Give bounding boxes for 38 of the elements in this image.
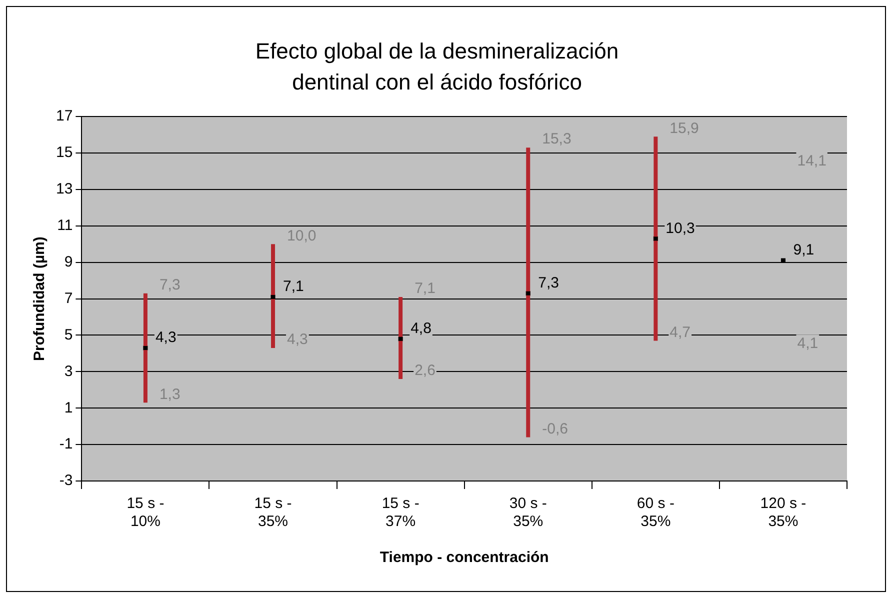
x-tick-label: 120 s - 35% bbox=[760, 495, 806, 530]
annotation: 15,3 bbox=[542, 130, 572, 148]
annotation: 4,3 bbox=[287, 331, 308, 348]
annotation: 7,3 bbox=[159, 276, 180, 294]
x-tick-label: 15 s - 37% bbox=[382, 495, 420, 530]
annotation: 7,1 bbox=[414, 280, 436, 298]
annotation: 4,7 bbox=[670, 324, 691, 341]
annotation: 14,1 bbox=[797, 152, 826, 170]
annotation: 10,0 bbox=[287, 227, 316, 244]
data-label: 4,8 bbox=[410, 320, 432, 338]
data-label: 7,1 bbox=[283, 278, 304, 296]
annotation: -0,6 bbox=[542, 420, 568, 438]
y-axis-title: Profundidad (µm) bbox=[31, 236, 48, 362]
data-label: 9,1 bbox=[793, 242, 814, 259]
y-tick-label: 9 bbox=[64, 254, 73, 270]
y-tick-label: -3 bbox=[59, 472, 73, 490]
x-tick-label: 60 s - 35% bbox=[636, 495, 674, 530]
annotation: 15,9 bbox=[670, 120, 699, 137]
x-tick-label: 15 s - 35% bbox=[254, 495, 292, 530]
y-tick-label: -1 bbox=[59, 436, 73, 453]
annotation: 1,3 bbox=[159, 386, 180, 403]
data-label: 7,3 bbox=[538, 274, 559, 292]
x-tick-label: 15 s - 10% bbox=[126, 495, 164, 530]
y-tick-label: 17 bbox=[56, 108, 73, 125]
y-tick-label: 1 bbox=[64, 399, 73, 416]
y-tick-label: 11 bbox=[57, 217, 73, 234]
y-tick-label: 7 bbox=[64, 290, 73, 307]
x-axis-title: Tiempo - concentración bbox=[380, 549, 549, 566]
annotation: 2,6 bbox=[414, 362, 436, 380]
annotation: 4,1 bbox=[797, 334, 818, 352]
y-tick-label: 13 bbox=[56, 180, 73, 198]
data-label: 4,3 bbox=[155, 329, 176, 346]
chart-title: Efecto global de la desmineralización dentinal con el ácido fosfórico bbox=[255, 38, 619, 94]
y-tick-label: 3 bbox=[64, 362, 73, 380]
y-tick-label: 5 bbox=[64, 326, 73, 344]
y-tick-label: 15 bbox=[56, 144, 73, 162]
data-label: 10,3 bbox=[666, 220, 695, 237]
x-tick-label: 30 s - 35% bbox=[509, 495, 547, 530]
